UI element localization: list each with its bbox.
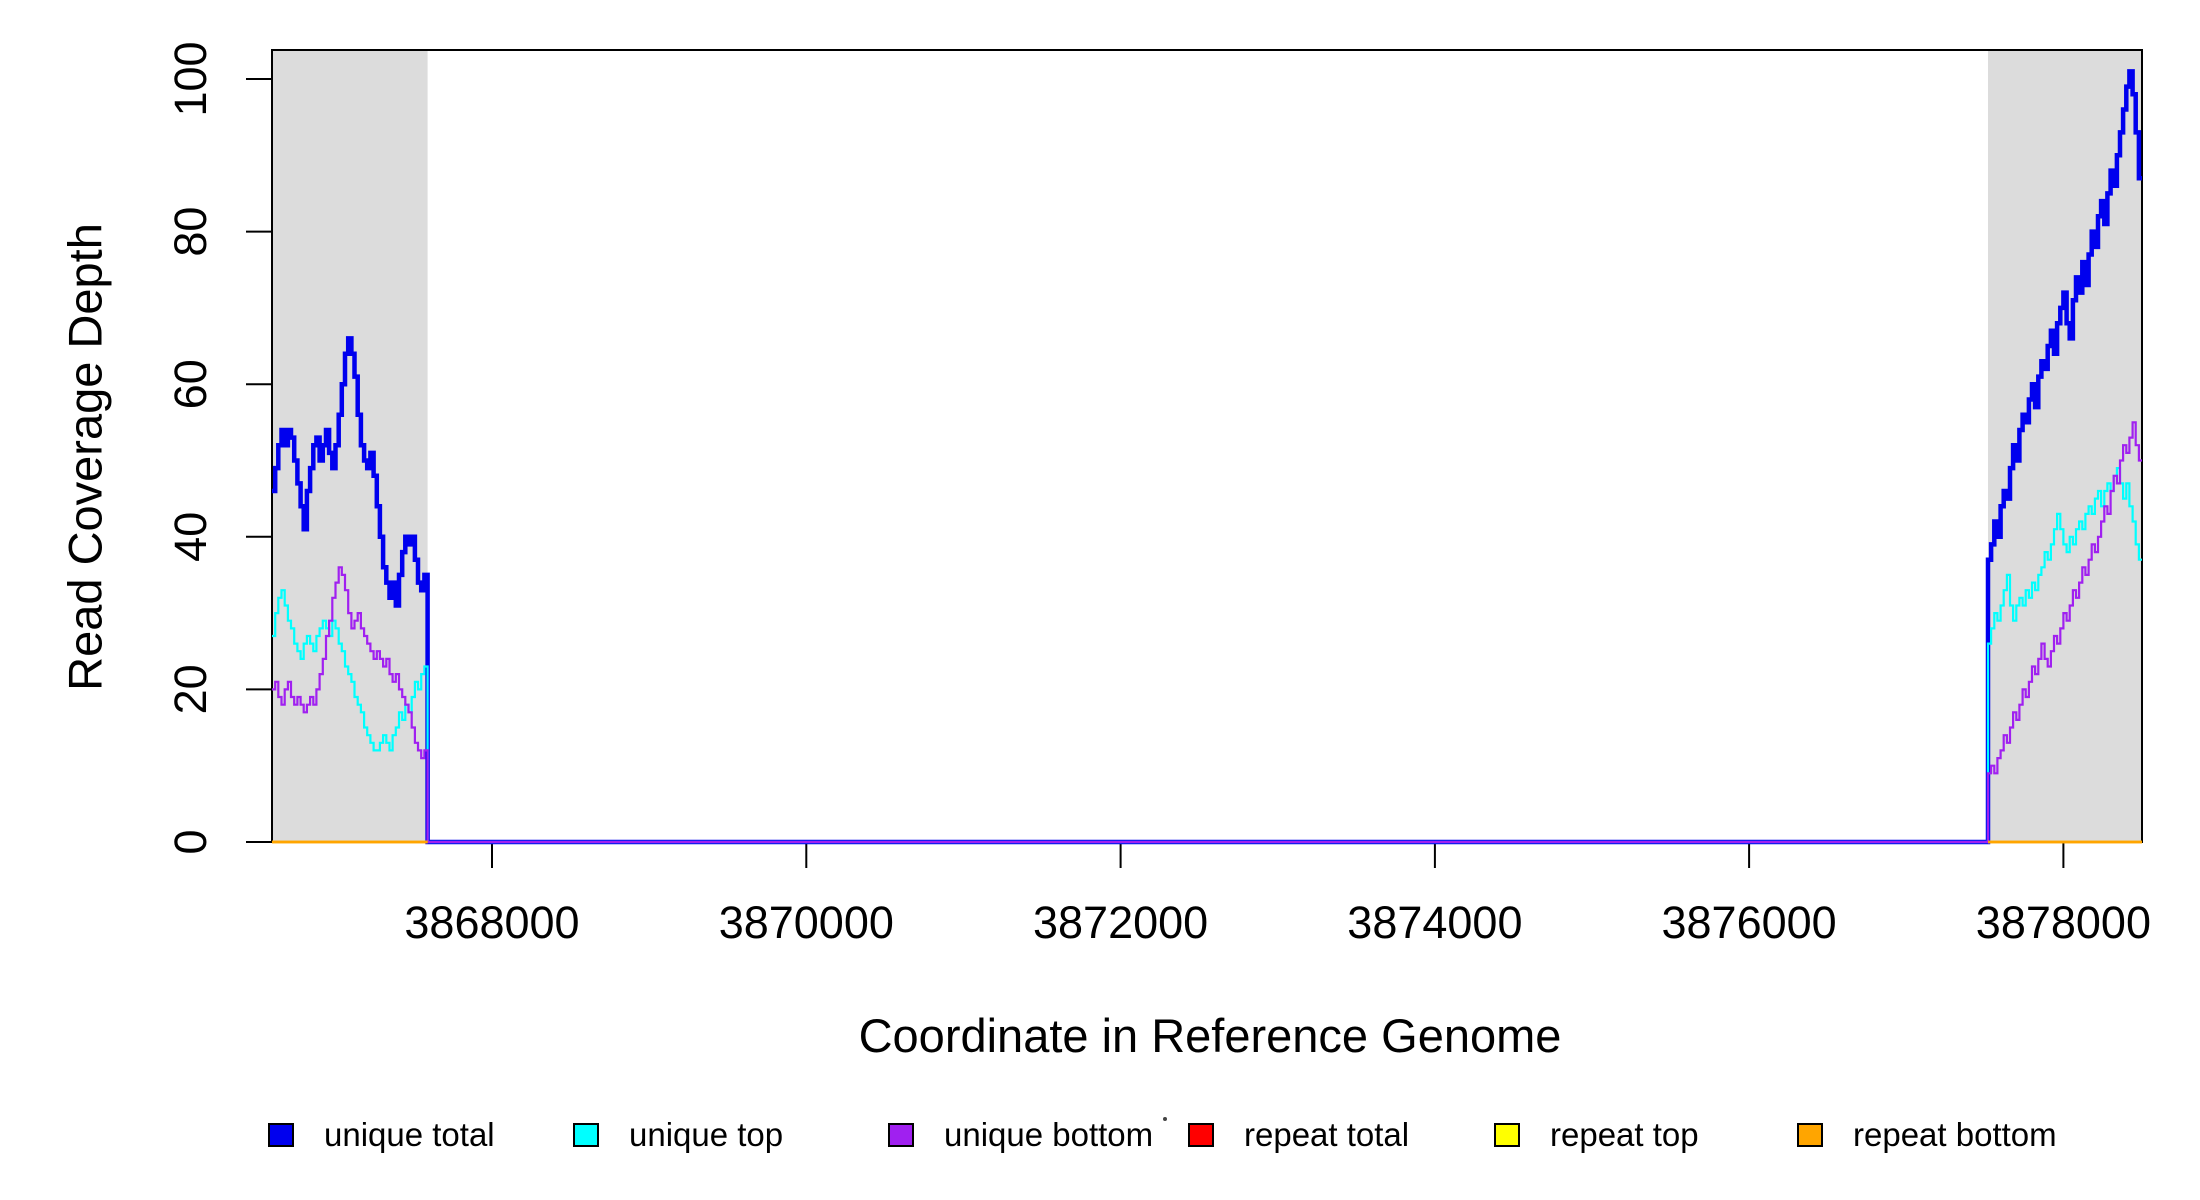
- series-line-unique-total: [272, 69, 2142, 845]
- legend-label: repeat top: [1550, 1116, 1699, 1153]
- y-tick-label: 20: [165, 664, 216, 714]
- x-tick-label: 3870000: [719, 897, 894, 948]
- repeat-bottom-swatch-icon: [1797, 1123, 1823, 1147]
- legend-label: repeat bottom: [1853, 1116, 2057, 1153]
- stray-dot-artifact: [1163, 1117, 1167, 1121]
- repeat-region-shading-left: [272, 50, 428, 842]
- x-tick-label: 3878000: [1976, 897, 2151, 948]
- legend-label: unique top: [629, 1116, 784, 1153]
- legend-label: unique bottom: [944, 1116, 1154, 1153]
- y-tick-label: 0: [165, 829, 216, 854]
- x-tick-label: 3872000: [1033, 897, 1208, 948]
- legend-item-repeat-bottom: repeat bottom: [1797, 1116, 2057, 1154]
- legend-item-repeat-total: repeat total: [1188, 1116, 1409, 1154]
- unique-total-swatch-icon: [268, 1123, 294, 1147]
- series-line-unique-bottom: [272, 421, 2142, 844]
- y-axis-title: Read Coverage Depth: [58, 223, 112, 691]
- plot-border: [271, 49, 2143, 843]
- unique-bottom-swatch-icon: [888, 1123, 914, 1147]
- y-tick-label: 40: [165, 512, 216, 562]
- repeat-total-swatch-icon: [1188, 1123, 1214, 1147]
- legend-item-repeat-top: repeat top: [1494, 1116, 1699, 1154]
- x-axis-title: Coordinate in Reference Genome: [858, 1009, 1562, 1062]
- legend-label: unique total: [324, 1116, 495, 1153]
- x-tick-label: 3868000: [404, 897, 579, 948]
- unique-top-swatch-icon: [573, 1123, 599, 1147]
- legend-item-unique-bottom: unique bottom: [888, 1116, 1153, 1154]
- x-tick-label: 3874000: [1347, 897, 1522, 948]
- series-line-unique-top: [272, 467, 2142, 844]
- legend-item-unique-total: unique total: [268, 1116, 495, 1154]
- legend-item-unique-top: unique top: [573, 1116, 783, 1154]
- y-tick-label: 100: [165, 41, 216, 116]
- y-tick-label: 60: [165, 359, 216, 409]
- repeat-top-swatch-icon: [1494, 1123, 1520, 1147]
- legend-label: repeat total: [1244, 1116, 1410, 1153]
- y-tick-label: 80: [165, 207, 216, 257]
- x-tick-label: 3876000: [1661, 897, 1836, 948]
